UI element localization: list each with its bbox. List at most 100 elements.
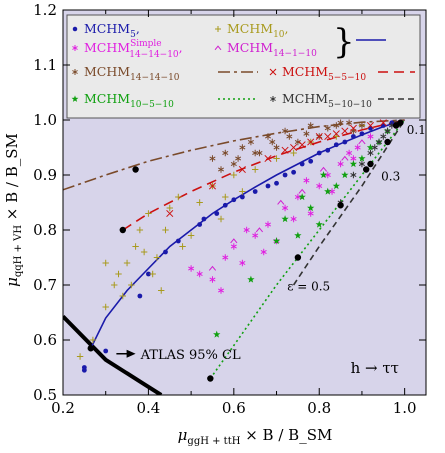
point-mchm10 bbox=[179, 243, 186, 250]
x-tick-label: 0.4 bbox=[136, 399, 160, 417]
point-mchm10-5-10 bbox=[366, 143, 375, 151]
point-mchm14-14-10-simple bbox=[290, 215, 297, 223]
point-mchm14-14-10-simple bbox=[239, 259, 246, 267]
legend-label: MCHM5−5−10 bbox=[282, 64, 366, 83]
point-mchm14-14-10 bbox=[230, 160, 237, 168]
benchmark-point bbox=[384, 138, 391, 146]
point-mchm5-5-10 bbox=[307, 138, 315, 146]
point-mchm14-14-10 bbox=[239, 144, 246, 151]
point-mchm5 bbox=[146, 271, 151, 277]
point-mchm10 bbox=[196, 199, 203, 206]
x-tick-label: 0.8 bbox=[307, 399, 331, 417]
point-mchm5 bbox=[201, 216, 207, 222]
benchmark-point bbox=[132, 166, 139, 173]
point-mchm14-14-10 bbox=[235, 155, 242, 162]
point-mchm5-5-10 bbox=[281, 146, 289, 154]
point-mchm14-14-10 bbox=[358, 122, 365, 129]
y-tick-label: 0.7 bbox=[33, 276, 57, 294]
point-mchm10-5-10 bbox=[307, 204, 315, 212]
point-mchm10 bbox=[132, 243, 139, 250]
point-mchm14-14-10-simple bbox=[260, 248, 267, 256]
point-mchm10 bbox=[217, 215, 225, 223]
point-mchm5 bbox=[231, 197, 237, 203]
point-mchm5-5-10 bbox=[332, 130, 340, 138]
point-mchm5 bbox=[222, 202, 228, 208]
point-mchm5 bbox=[163, 249, 168, 255]
point-mchm10 bbox=[175, 193, 182, 201]
point-mchm5 bbox=[333, 142, 339, 148]
point-mchm10 bbox=[115, 270, 122, 278]
point-mchm5 bbox=[175, 238, 181, 244]
point-mchm14-14-10 bbox=[303, 130, 310, 137]
legend-marker bbox=[214, 45, 222, 51]
point-mchm10 bbox=[251, 166, 259, 173]
epsilon-0.5-label: ε = 0.5 bbox=[287, 280, 330, 294]
point-mchm5-10-10 bbox=[350, 171, 357, 179]
y-tick-label: 0.6 bbox=[33, 331, 57, 349]
point-mchm10-5-10 bbox=[315, 220, 323, 228]
point-mchm14-14-10-simple bbox=[209, 276, 216, 283]
point-mchm5-5-10 bbox=[208, 182, 217, 190]
legend-marker bbox=[215, 26, 221, 32]
point-mchm14-14-10-simple bbox=[316, 182, 323, 190]
point-mchm10-5-10 bbox=[294, 231, 302, 239]
point-mchm5 bbox=[137, 293, 143, 299]
point-mchm5-10-10 bbox=[384, 127, 391, 135]
point-mchm14-14-10 bbox=[269, 138, 276, 146]
point-mchm14-14-10 bbox=[346, 119, 353, 126]
y-tick-label: 1.2 bbox=[33, 1, 57, 19]
point-mchm5 bbox=[265, 183, 271, 189]
point-mchm10 bbox=[153, 254, 161, 261]
point-mchm14-14-10-simple bbox=[282, 204, 289, 212]
point-mchm14-14-10 bbox=[333, 122, 340, 129]
plot-frame bbox=[62, 9, 427, 396]
point-mchm14-14-10-simple bbox=[346, 149, 353, 157]
point-mchm10 bbox=[187, 232, 195, 239]
point-mchm5 bbox=[351, 134, 356, 139]
curve-mchm5 bbox=[90, 119, 405, 349]
x-tick-label: 0.2 bbox=[51, 399, 75, 417]
point-mchm5-5-10 bbox=[349, 124, 357, 132]
point-mchm10 bbox=[89, 336, 97, 344]
point-mchm14-14-10 bbox=[264, 133, 272, 140]
point-mchm10 bbox=[166, 204, 173, 212]
point-mchm14-14-10 bbox=[324, 125, 331, 132]
point-mchm10 bbox=[230, 171, 238, 179]
curve-mchm5-5-10 bbox=[122, 119, 405, 231]
legend-label: MCHM10−5−10 bbox=[84, 91, 174, 110]
legend-background bbox=[66, 14, 421, 119]
point-mchm5 bbox=[359, 131, 365, 137]
point-mchm10-5-10 bbox=[358, 154, 366, 162]
point-mchm10 bbox=[273, 155, 280, 162]
point-mchm5-10-10 bbox=[375, 138, 383, 146]
epsilon-0.3-label: 0.3 bbox=[381, 170, 400, 184]
y-axis-label: μqqH + VH × B / B_SM bbox=[3, 133, 24, 287]
point-mchm14-14-10-simple bbox=[354, 144, 361, 151]
point-mchm5 bbox=[282, 172, 288, 178]
point-mchm10 bbox=[222, 193, 229, 201]
point-mchm14-14-10-simple bbox=[222, 254, 229, 261]
benchmark-point bbox=[367, 160, 374, 168]
point-mchm10-5-10 bbox=[349, 160, 358, 168]
point-mchm5 bbox=[325, 147, 331, 153]
legend-marker bbox=[71, 95, 79, 102]
point-mchm10 bbox=[128, 281, 135, 289]
point-mchm10-5-10 bbox=[319, 171, 328, 179]
point-mchm5-5-10 bbox=[366, 121, 375, 130]
legend-marker bbox=[270, 96, 276, 102]
point-mchm14-1-10 bbox=[319, 166, 328, 172]
point-mchm10-5-10 bbox=[298, 193, 306, 201]
legend-label: MCHM14−1−10 bbox=[227, 40, 317, 59]
benchmark-point bbox=[337, 202, 344, 209]
point-mchm10 bbox=[145, 210, 152, 217]
point-mchm5 bbox=[252, 189, 258, 194]
point-mchm5-5-10 bbox=[238, 165, 246, 174]
point-mchm5 bbox=[342, 139, 348, 145]
point-mchm14-1-10 bbox=[358, 139, 366, 145]
point-mchm10 bbox=[136, 226, 144, 234]
point-mchm10 bbox=[123, 259, 131, 267]
point-mchm14-14-10 bbox=[217, 166, 225, 173]
point-mchm10 bbox=[239, 188, 246, 195]
point-mchm10 bbox=[149, 270, 156, 278]
benchmark-point bbox=[207, 375, 214, 382]
